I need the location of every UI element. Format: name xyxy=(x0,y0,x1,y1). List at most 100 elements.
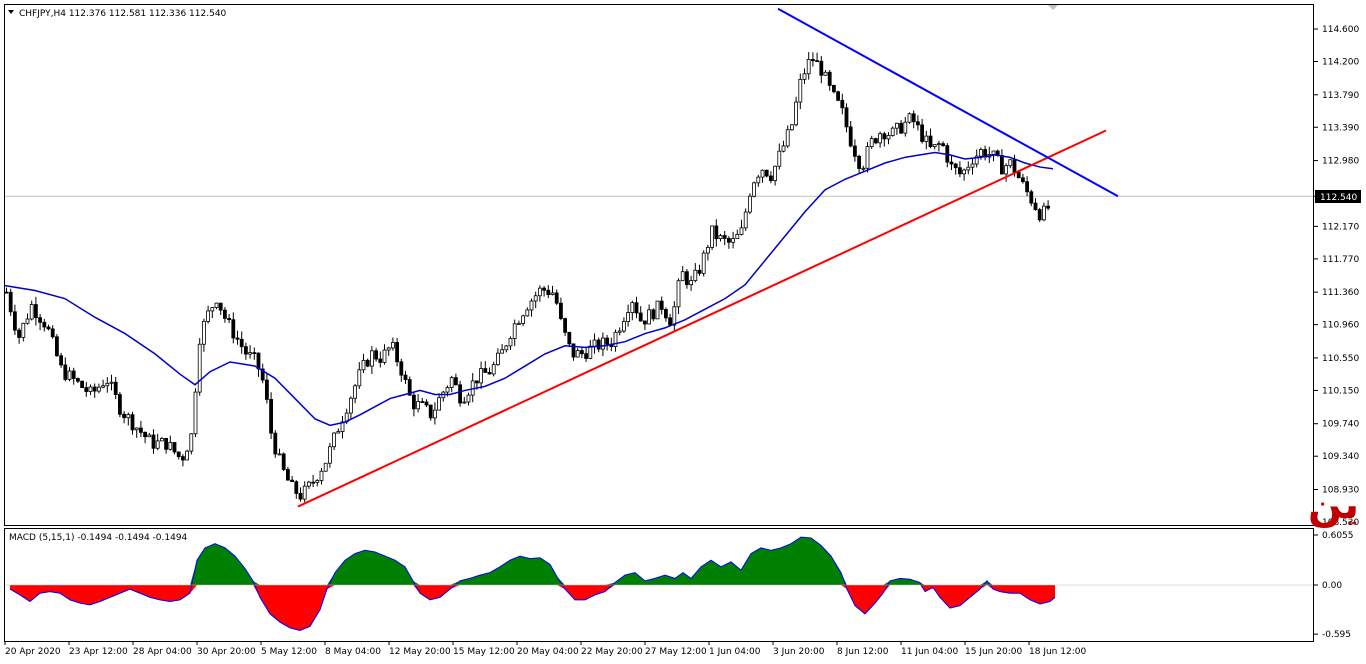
resistance-trendline[interactable] xyxy=(777,7,1119,198)
candle-body xyxy=(294,481,299,494)
candle-body xyxy=(390,342,395,349)
candle-body xyxy=(962,169,966,175)
candle-body xyxy=(432,409,437,419)
candle-body xyxy=(865,146,870,169)
candle-body xyxy=(932,144,937,148)
candle-body xyxy=(886,135,891,140)
candle-body xyxy=(479,368,484,384)
candle-body xyxy=(38,317,42,323)
candle-body xyxy=(151,434,156,449)
candle-body xyxy=(693,269,698,281)
candle-body xyxy=(281,453,286,470)
candle-body xyxy=(769,175,773,182)
candle-body xyxy=(689,280,693,286)
candle-body xyxy=(386,347,391,351)
candle-body xyxy=(727,238,731,243)
candle-body xyxy=(760,169,765,178)
price-tick-label: 109.740 xyxy=(1322,420,1359,430)
macd-signal-line xyxy=(9,536,1056,631)
candle-body xyxy=(487,372,492,375)
candle-body xyxy=(449,377,454,388)
candle-body xyxy=(559,302,563,319)
symbol-dropdown-icon[interactable] xyxy=(8,10,14,14)
candle-body xyxy=(122,413,126,419)
candle-body xyxy=(159,437,164,442)
candle-body xyxy=(655,300,660,320)
candle-body xyxy=(201,320,206,345)
candle-body xyxy=(735,234,740,240)
support-trendline[interactable] xyxy=(297,129,1107,508)
time-tick-label: 1 Jun 04:00 xyxy=(709,647,761,657)
candle-body xyxy=(706,247,710,254)
candle-body xyxy=(222,309,227,319)
candle-body xyxy=(777,150,782,167)
candle-body xyxy=(844,107,849,128)
candle-body xyxy=(155,440,160,449)
candle-body xyxy=(206,310,211,322)
candle-body xyxy=(353,385,358,399)
price-tick-label: 110.150 xyxy=(1322,386,1359,396)
candle-body xyxy=(722,235,727,239)
time-tick-label: 15 May 12:00 xyxy=(453,647,515,657)
candle-body xyxy=(197,343,202,393)
candle-body xyxy=(748,195,752,213)
candle-body xyxy=(189,433,194,452)
candle-body xyxy=(12,311,17,331)
candle-body xyxy=(290,479,295,483)
candle-body xyxy=(504,345,509,351)
candle-body xyxy=(395,342,400,363)
candle-body xyxy=(508,338,513,347)
candle-body xyxy=(495,352,500,366)
price-tick-label: 113.390 xyxy=(1322,123,1359,133)
time-axis: 20 Apr 2020 23 Apr 12:00 28 Apr 04:00 30 Ap… xyxy=(4,641,1086,657)
candle-body xyxy=(185,450,190,461)
time-tick-label: 3 Jun 20:00 xyxy=(773,647,825,657)
candle-body xyxy=(1037,209,1042,221)
candle-body xyxy=(113,381,118,395)
candle-body xyxy=(453,377,458,386)
candle-body xyxy=(651,309,656,320)
candle-body xyxy=(743,211,748,229)
candle-body xyxy=(659,300,664,310)
price-tick-label: 113.790 xyxy=(1322,91,1359,101)
candle-body xyxy=(67,370,72,380)
trendlines[interactable] xyxy=(297,7,1119,508)
candle-body xyxy=(277,453,282,456)
candle-body xyxy=(382,349,387,363)
candle-body xyxy=(903,121,908,134)
candle-body xyxy=(840,99,845,109)
candle-body xyxy=(806,59,811,75)
candle-body xyxy=(298,493,303,500)
candle-body xyxy=(327,446,332,464)
candle-body xyxy=(1025,181,1029,193)
candle-body xyxy=(966,166,971,171)
candle-body xyxy=(243,346,248,355)
candle-body xyxy=(214,302,219,309)
candle-body xyxy=(538,287,542,297)
candle-body xyxy=(1033,202,1038,211)
candle-body xyxy=(563,318,567,333)
candle-body xyxy=(668,317,672,326)
candle-body xyxy=(168,442,173,450)
candle-body xyxy=(622,321,626,332)
candle-body xyxy=(1042,205,1046,221)
candle-body xyxy=(895,122,899,129)
time-tick-label: 8 Jun 12:00 xyxy=(837,647,889,657)
candle-body xyxy=(235,337,240,340)
chart-shift-icon[interactable] xyxy=(1048,5,1058,10)
candle-body xyxy=(878,133,882,144)
macd-tick-label: -0.595 xyxy=(1322,630,1351,640)
candle-body xyxy=(823,71,828,76)
candle-body xyxy=(521,315,525,324)
candle-body xyxy=(29,304,34,320)
time-tick-label: 15 Jun 20:00 xyxy=(965,647,1022,657)
price-tick-label: 112.980 xyxy=(1322,157,1359,167)
candle-body xyxy=(285,469,290,481)
candle-body xyxy=(374,350,379,360)
candle-body xyxy=(311,481,316,484)
candle-body xyxy=(138,427,143,433)
candle-body xyxy=(176,451,181,457)
candle-body xyxy=(458,384,463,404)
candle-body xyxy=(319,470,324,481)
time-tick-label: 8 May 04:00 xyxy=(325,647,381,657)
